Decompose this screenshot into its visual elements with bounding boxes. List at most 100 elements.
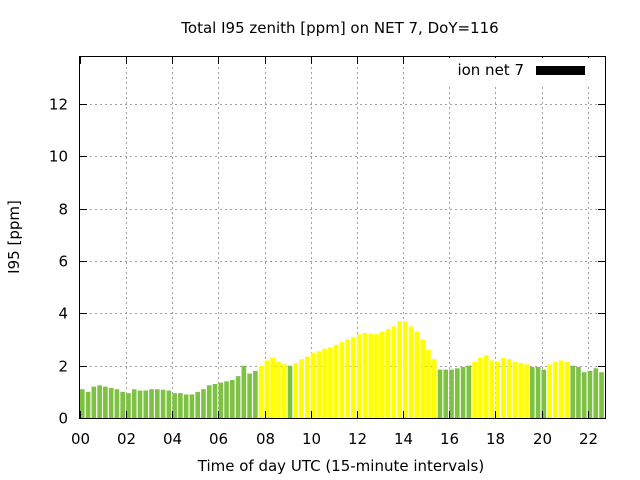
bar (524, 364, 529, 418)
bar (172, 393, 177, 418)
bar (553, 361, 558, 418)
x-tick-label: 12 (348, 430, 367, 448)
bar (85, 391, 91, 418)
bar (443, 369, 449, 418)
bar (258, 365, 264, 418)
bar (131, 389, 137, 418)
bar (437, 369, 443, 418)
bar (558, 360, 564, 418)
bar (264, 360, 270, 418)
bar (114, 389, 120, 418)
bar (455, 368, 460, 418)
bar (431, 359, 437, 418)
bar (241, 365, 247, 418)
bar (385, 329, 391, 418)
bar (281, 364, 287, 418)
bar (478, 357, 483, 418)
bar (391, 326, 397, 418)
bar (333, 344, 339, 418)
bar (166, 390, 172, 418)
bar (137, 390, 143, 418)
bar (483, 355, 489, 418)
bar (599, 372, 604, 418)
bar (310, 352, 316, 418)
bar (305, 356, 310, 418)
chart-title: Total I95 zenith [ppm] on NET 7, DoY=116 (180, 19, 498, 37)
bar (160, 389, 166, 418)
bar (408, 326, 414, 418)
bar (189, 394, 195, 418)
x-tick-label: 02 (117, 430, 136, 448)
bar (460, 366, 466, 418)
x-tick-label: 20 (533, 430, 552, 448)
bar (403, 321, 408, 418)
bar (374, 334, 379, 418)
bar (206, 385, 212, 418)
x-tick-label: 16 (440, 430, 459, 448)
bar (449, 369, 454, 418)
bar (587, 370, 593, 418)
bar (541, 369, 547, 418)
bar (530, 366, 535, 418)
y-tick-label: 12 (49, 96, 68, 114)
bar (466, 365, 472, 418)
bar (356, 334, 362, 418)
bar (178, 393, 183, 418)
y-tick-label: 10 (49, 148, 68, 166)
bar (420, 339, 425, 418)
bar (230, 380, 235, 418)
bar (564, 361, 570, 418)
x-tick-label: 04 (163, 430, 182, 448)
bar (183, 394, 189, 418)
bar (535, 366, 541, 418)
bar (91, 386, 97, 418)
bar (495, 361, 500, 418)
bar (276, 361, 281, 418)
bar (293, 363, 299, 418)
bar (489, 360, 495, 418)
legend-label: ion net 7 (457, 61, 524, 79)
x-tick-label: 00 (71, 430, 90, 448)
legend: ion net 7 (448, 58, 598, 84)
bar (368, 333, 374, 418)
y-tick-label: 8 (58, 201, 68, 219)
bar (570, 365, 575, 418)
bar (103, 386, 108, 418)
bar (247, 373, 252, 418)
bar (362, 332, 368, 418)
bar (80, 389, 85, 418)
bar (426, 349, 431, 418)
bar (224, 381, 229, 418)
bar (218, 382, 224, 418)
bar (380, 331, 385, 418)
plot-frame (79, 56, 606, 419)
bar (212, 383, 218, 418)
x-tick-label: 14 (394, 430, 413, 448)
y-tick-label: 4 (58, 305, 68, 323)
legend-swatch (536, 66, 585, 75)
bar (581, 372, 587, 418)
bar (201, 389, 206, 418)
bars-layer (80, 321, 604, 418)
bar (120, 391, 125, 418)
bar (108, 387, 114, 418)
bar (328, 347, 333, 418)
bar (339, 342, 345, 418)
bar (149, 389, 154, 418)
x-axis-label: Time of day UTC (15-minute intervals) (197, 457, 484, 475)
bar (322, 348, 327, 418)
bar (518, 363, 524, 418)
bar (143, 390, 149, 418)
bar (547, 364, 552, 418)
bar (287, 365, 293, 418)
grid-layer (80, 57, 605, 418)
bar (126, 393, 131, 418)
bar (235, 376, 241, 418)
x-tick-label: 10 (302, 430, 321, 448)
bar (472, 361, 477, 418)
bar (155, 389, 160, 418)
bar (414, 331, 420, 418)
bar (501, 357, 506, 418)
bar (195, 391, 200, 418)
